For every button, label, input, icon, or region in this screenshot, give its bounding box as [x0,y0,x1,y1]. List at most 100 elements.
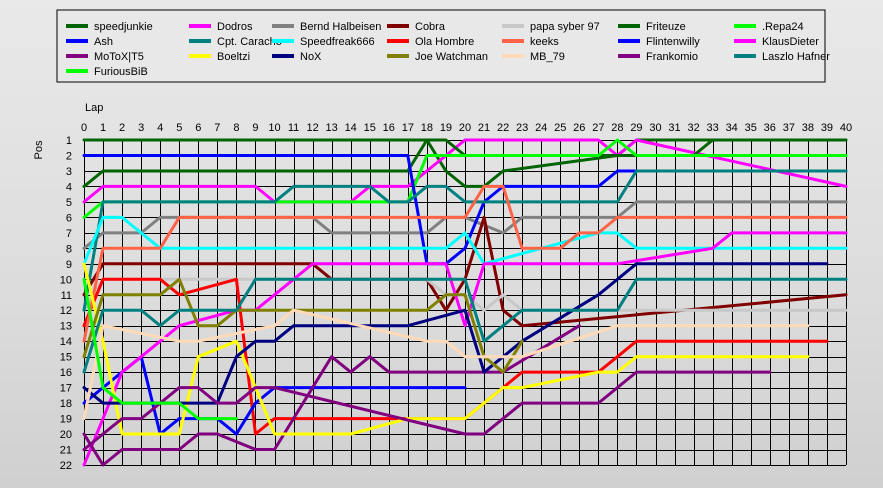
x-tick-label: 26 [573,122,585,134]
legend-label: MoToX|T5 [94,51,144,63]
y-tick-label: 11 [61,290,72,302]
y-tick-label: 18 [60,398,72,410]
x-tick-label: 27 [592,122,604,134]
series-line-joe-watchman [82,277,524,374]
x-axis-title: Lap [85,102,103,114]
x-tick-label: 13 [326,122,338,134]
legend-label: Dodros [217,21,253,33]
y-tick-label: 16 [60,367,72,379]
legend-label: Ash [94,36,113,48]
x-tick-label: 9 [252,122,258,134]
x-tick-label: 23 [516,122,528,134]
y-tick-label: 13 [60,321,72,333]
series-line-speedfreak666 [82,215,848,266]
y-tick-label: 14 [60,336,72,348]
x-tick-label: 24 [535,122,547,134]
x-tick-label: 29 [630,122,642,134]
y-tick-label: 1 [66,135,72,147]
x-tick-label: 25 [554,122,566,134]
y-tick-label: 9 [66,259,72,271]
x-tick-label: 4 [157,122,163,134]
series-line-cpt-caracho [82,169,848,312]
y-tick-label: 22 [60,460,72,472]
legend-box [56,9,826,83]
legend-label: Bernd Halbeisen [300,21,381,33]
y-tick-label: 2 [66,150,72,162]
y-tick-label: 19 [60,414,72,426]
legend-label: Speedfreak666 [300,36,375,48]
legend-label: Flintenwilly [646,36,700,48]
y-tick-label: 17 [60,383,72,395]
legend-label: Boeltzi [217,51,250,63]
legend-label: Frankomio [646,51,698,63]
x-tick-label: 8 [233,122,239,134]
x-tick-label: 33 [707,122,719,134]
y-tick-label: 6 [66,212,72,224]
legend-label: Cobra [415,21,446,33]
x-tick-label: 38 [802,122,814,134]
legend: speedjunkie Dodros Bernd Halbeisen Cobra pap… [56,9,830,83]
x-tick-label: 7 [214,122,220,134]
y-tick-label: 21 [60,445,72,457]
x-tick-label: 17 [402,122,414,134]
y-tick-label: 15 [60,352,72,364]
series-line-frankomio [82,370,772,451]
x-tick-label: 31 [668,122,680,134]
x-tick-label: 1 [100,122,106,134]
x-tick-label: 6 [195,122,201,134]
x-tick-label: 0 [81,122,87,134]
x-tick-label: 16 [383,122,395,134]
x-tick-label: 19 [440,122,452,134]
legend-label: speedjunkie [94,21,153,33]
x-tick-label: 20 [459,122,471,134]
x-tick-label: 2 [119,122,125,134]
x-tick-label: 30 [649,122,661,134]
y-tick-label: 8 [66,243,72,255]
x-tick-label: 18 [421,122,433,134]
legend-label: keeks [530,36,559,48]
series-line-ash [82,154,848,266]
x-tick-label: 15 [364,122,376,134]
y-tick-label: 20 [60,429,72,441]
plot-area: 0 1 2 3 4 5 6 7 8 9 10 11 12 13 14 15 16 17 18 19 20 21 22 23 24… [33,102,852,472]
y-tick-label: 5 [66,197,72,209]
legend-label: Joe Watchman [415,51,488,63]
legend-label: Ola Hombre [415,36,474,48]
series-line-laszlo-hafner [82,277,848,374]
x-tick-label: 35 [745,122,757,134]
x-tick-label: 34 [726,122,738,134]
legend-label: Cpt. Caracho [217,36,282,48]
series-line-boeltzi [82,262,810,436]
legend-label: FuriousBiB [94,66,148,78]
legend-label: KlausDieter [762,36,819,48]
series-line--repa24 [82,138,848,219]
legend-label: Laszlo Hafner [762,51,830,63]
legend-label: MB_79 [530,51,565,63]
x-tick-label: 22 [497,122,509,134]
series-line-cobra [82,215,848,328]
legend-label: papa syber 97 [530,21,600,33]
y-tick-label: 4 [66,181,72,193]
x-tick-label: 14 [345,122,357,134]
x-tick-label: 40 [840,122,852,134]
legend-label: Friteuze [646,21,686,33]
y-axis-title: Pos [33,140,45,159]
series-line-dodros [82,138,848,204]
x-tick-label: 21 [478,122,490,134]
x-tick-label: 10 [268,122,280,134]
x-tick-label: 37 [783,122,795,134]
legend-label: .Repa24 [762,21,804,33]
y-tick-label: 10 [60,274,72,286]
x-tick-label: 11 [288,122,299,134]
x-tick-label: 3 [138,122,144,134]
series-line-keeks [82,184,848,343]
x-tick-label: 36 [764,122,776,134]
y-tick-label: 7 [66,228,72,240]
series-line-mb-79 [82,308,810,421]
x-tick-label: 12 [306,122,318,134]
series-line-furiousbib [82,277,238,421]
x-tick-label: 39 [821,122,833,134]
series-line-motox-t5 [82,324,581,467]
x-tick-label: 32 [687,122,699,134]
